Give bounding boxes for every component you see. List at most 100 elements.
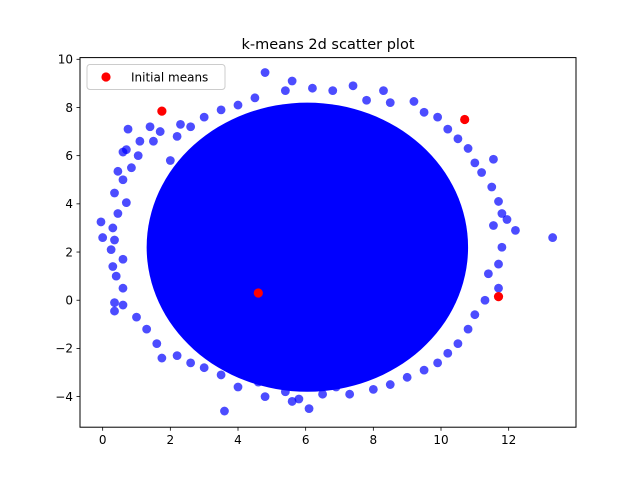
data-point	[145, 122, 155, 132]
data-point	[113, 209, 123, 218]
data-point	[385, 98, 395, 108]
data-point	[494, 283, 503, 293]
y-tick-label: 4	[65, 197, 73, 211]
data-point	[287, 397, 297, 406]
x-tick-label: 10	[433, 433, 448, 447]
data-point	[121, 198, 131, 208]
initial-mean-point	[460, 114, 470, 125]
data-point	[362, 95, 371, 105]
data-point	[419, 365, 429, 375]
data-point	[253, 377, 263, 387]
data-point	[487, 182, 497, 192]
data-point	[123, 124, 133, 134]
data-point	[328, 86, 338, 96]
data-point	[463, 324, 473, 334]
data-point	[443, 348, 453, 358]
x-tick-label: 0	[99, 433, 107, 447]
x-tick-label: 2	[167, 433, 175, 447]
data-point	[433, 112, 443, 122]
data-point	[127, 163, 136, 173]
plot-area	[96, 68, 558, 416]
data-point	[186, 122, 196, 132]
data-point	[453, 134, 463, 144]
data-point	[470, 310, 480, 320]
scatter-cloud	[146, 102, 469, 392]
data-point	[318, 389, 327, 399]
legend-marker-initial-means	[101, 72, 111, 82]
data-point	[409, 97, 419, 106]
data-point	[96, 217, 106, 227]
data-point	[118, 300, 128, 310]
chart-title: k-means 2d scatter plot	[241, 37, 414, 53]
y-tick-label: 6	[65, 149, 73, 163]
data-point	[287, 76, 297, 86]
data-point	[118, 283, 128, 293]
data-point	[132, 312, 141, 322]
data-point	[280, 387, 290, 397]
data-point	[477, 168, 487, 177]
legend-box	[86, 64, 226, 90]
data-point	[157, 353, 167, 363]
x-axis: 0 2 4 6 8 10 12	[99, 427, 516, 447]
data-point	[152, 339, 162, 348]
data-point	[98, 233, 108, 242]
data-point	[443, 124, 453, 134]
data-point	[304, 404, 314, 414]
data-point	[250, 93, 260, 103]
data-point	[463, 144, 473, 153]
data-point	[419, 107, 429, 117]
data-point	[489, 154, 498, 164]
data-point	[433, 358, 443, 368]
data-point	[135, 136, 145, 146]
legend: Initial means	[86, 64, 226, 90]
x-tick-label: 6	[302, 433, 310, 447]
y-tick-label: −4	[55, 390, 73, 404]
data-point	[220, 406, 229, 416]
initial-mean-point	[493, 292, 504, 302]
data-point	[149, 136, 158, 146]
data-point	[489, 221, 498, 230]
data-point	[308, 83, 317, 93]
axes-frame	[79, 57, 577, 428]
data-point	[502, 215, 512, 224]
data-point	[113, 166, 123, 176]
data-point	[110, 306, 119, 316]
data-point	[497, 209, 507, 218]
data-point	[108, 262, 118, 271]
y-tick-label: 8	[65, 101, 73, 115]
data-point	[368, 384, 378, 394]
data-point	[331, 382, 341, 392]
data-point	[260, 392, 270, 402]
data-point	[155, 127, 165, 136]
data-point	[494, 259, 503, 269]
data-point	[142, 324, 152, 334]
y-tick-label: 0	[65, 294, 73, 308]
data-point	[199, 112, 209, 122]
data-point	[497, 242, 507, 252]
data-point	[511, 225, 520, 235]
data-point	[110, 188, 119, 198]
legend-label-initial-means: Initial means	[131, 71, 208, 85]
data-point	[348, 81, 358, 91]
y-tick-label: 10	[58, 53, 73, 67]
data-point	[110, 235, 119, 245]
data-point	[345, 389, 355, 399]
initial-mean-point	[253, 288, 263, 298]
data-point	[121, 145, 131, 155]
y-axis: −4 −2 0 2 4 6 8 10	[55, 53, 80, 404]
data-point	[133, 151, 143, 161]
data-point	[379, 86, 388, 96]
x-tick-label: 4	[234, 433, 242, 447]
data-point	[111, 271, 121, 281]
data-point	[110, 298, 119, 308]
data-point	[118, 175, 128, 185]
data-point	[280, 86, 290, 96]
initial-mean-point	[157, 106, 167, 116]
data-point	[260, 68, 270, 77]
data-point	[233, 382, 243, 392]
data-point	[165, 156, 175, 165]
y-tick-label: 2	[65, 245, 73, 259]
data-point	[480, 295, 490, 305]
data-point	[118, 254, 128, 264]
